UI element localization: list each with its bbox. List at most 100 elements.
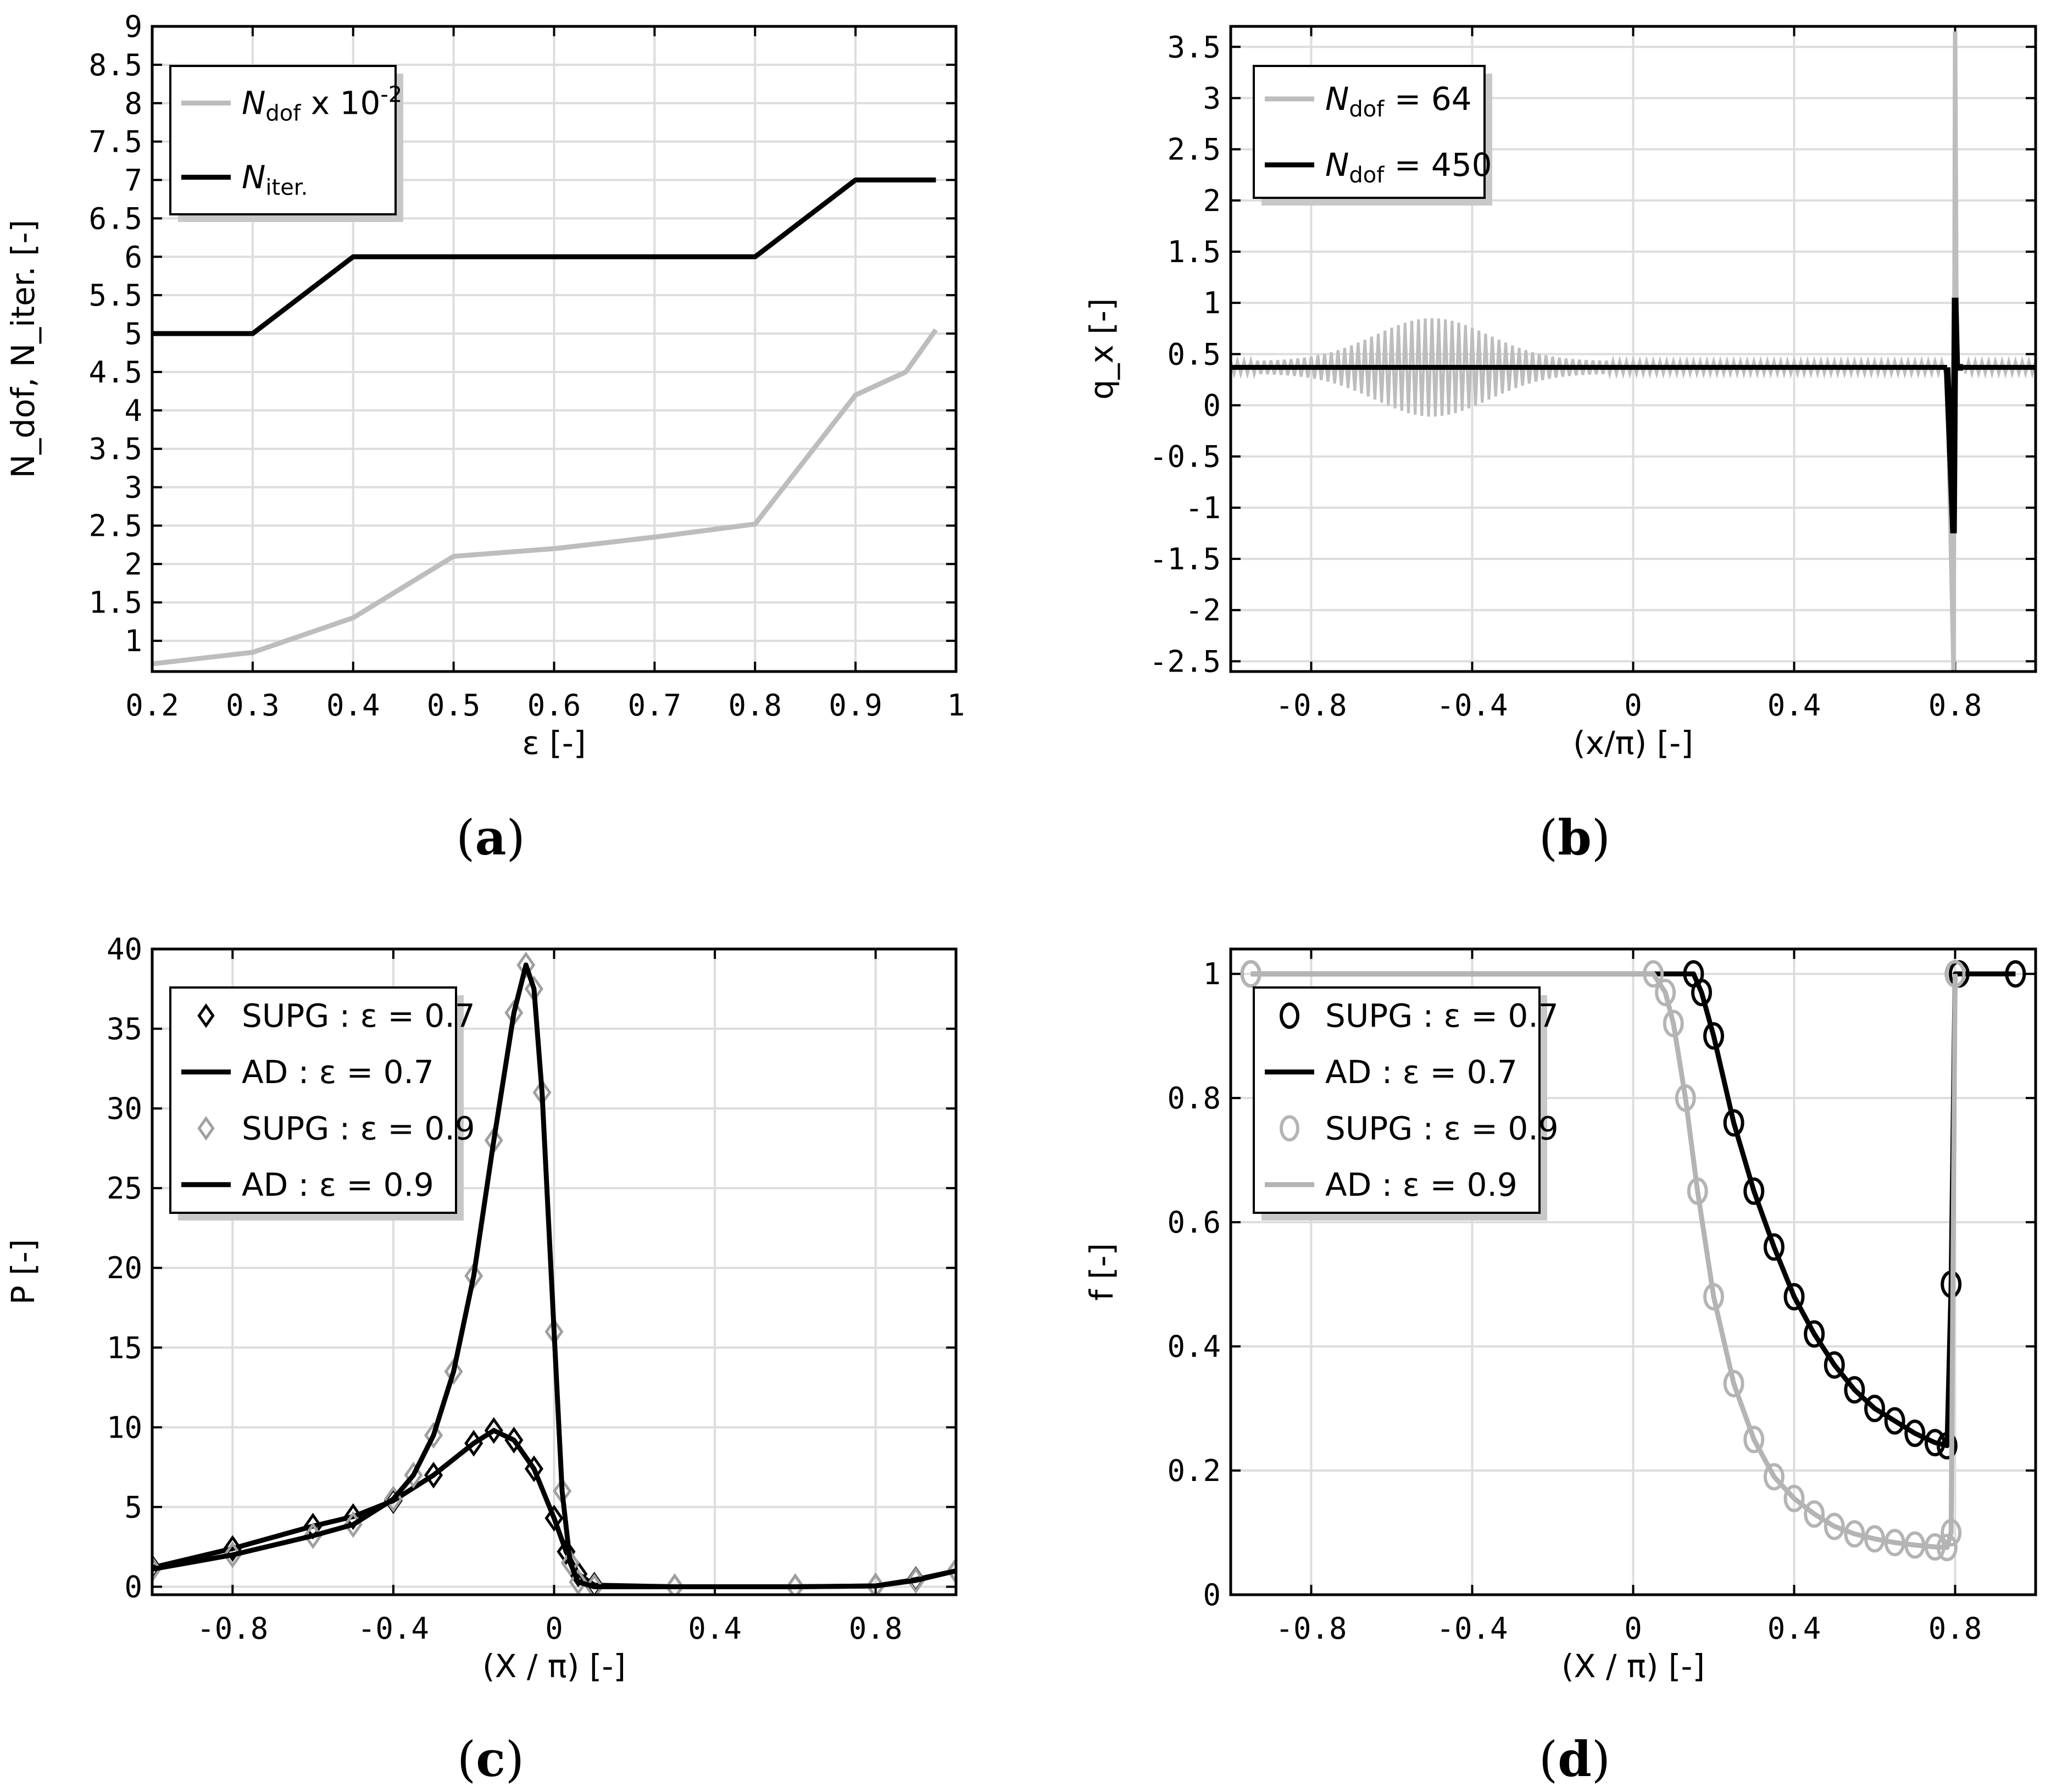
caption-paren: ) — [505, 1731, 524, 1788]
series-marker — [1703, 1022, 1724, 1050]
legend-box — [1253, 986, 1541, 1214]
plot-frame — [151, 25, 958, 673]
y-tick-label: 0 — [124, 1569, 142, 1604]
series-marker — [1783, 1484, 1805, 1512]
series-line — [152, 328, 938, 667]
y-tick-label: 3 — [1203, 81, 1221, 115]
x-axis-label: (X / π) [-] — [482, 1647, 626, 1685]
series-marker — [786, 1573, 805, 1595]
series-marker — [1824, 1512, 1845, 1540]
y-tick-label: 10 — [107, 1410, 142, 1445]
legend-label: AD : ε = 0.9 — [242, 1166, 434, 1203]
y-tick-label: 3.5 — [88, 432, 142, 467]
ticks: -0.8 -0.4 0 0.4 0.8 0 5 10 15 20 25 30 35 40 — [107, 932, 956, 1646]
y-tick-label: 1.5 — [1167, 235, 1221, 269]
x-tick-label: -0.8 — [1275, 1611, 1347, 1646]
x-tick-label: 0.4 — [1767, 688, 1821, 723]
plot-frame — [1229, 947, 2037, 1596]
x-tick-label: -0.8 — [1275, 688, 1347, 723]
series-marker — [1743, 1425, 1765, 1453]
y-tick-label: 30 — [107, 1091, 142, 1126]
panel-d: -0.8 -0.4 0 0.4 0.8 0 0.2 0.4 0.6 0.8 1 (X / π) [-]… — [1083, 947, 2037, 1788]
x-tick-label: 0.8 — [1928, 688, 1982, 723]
x-axis-label: ε [-] — [523, 724, 586, 762]
legend-label: AD : ε = 0.7 — [1325, 1053, 1518, 1091]
series-marker — [1723, 1109, 1744, 1137]
series-marker — [1904, 1419, 1926, 1447]
legend-marker — [1280, 1002, 1299, 1029]
y-tick-label: 0.4 — [1167, 1329, 1221, 1364]
legend-sub: dof — [265, 101, 301, 126]
y-tick-label: 1.5 — [88, 585, 142, 620]
legend-label: Niter. — [242, 159, 308, 201]
y-tick-label: 8 — [124, 86, 142, 121]
y-tick-label: 5 — [124, 317, 142, 351]
panel-caption: (d) — [1539, 1730, 1610, 1788]
legend-label: Ndof = 64 — [1325, 80, 1472, 122]
series-marker — [569, 1568, 588, 1595]
legend-main: N — [242, 159, 265, 196]
y-tick-label: 9 — [124, 9, 142, 44]
grid — [151, 25, 957, 672]
y-tick-label: 0.8 — [1167, 1081, 1221, 1116]
x-tick-label: -0.8 — [197, 1611, 268, 1646]
caption-paren: ( — [456, 809, 475, 866]
x-tick-label: 0.8 — [728, 688, 782, 723]
x-tick-label: 0.5 — [427, 688, 481, 723]
series-marker — [1763, 1463, 1785, 1491]
y-tick-label: 2 — [1203, 184, 1221, 218]
legend: Ndof x 10-2 Niter. — [169, 65, 403, 222]
series-marker — [1844, 1376, 1865, 1404]
series-marker — [560, 1549, 580, 1577]
panel-caption: (c) — [457, 1730, 524, 1788]
y-tick-label: 7 — [124, 163, 142, 198]
series-group — [152, 951, 956, 1595]
caption-paren: ( — [1539, 1731, 1558, 1788]
x-tick-label: 0.8 — [849, 1611, 903, 1646]
y-tick-label: 1 — [1203, 286, 1221, 320]
plot-frame — [1229, 25, 2037, 673]
legend-label: SUPG : ε = 0.7 — [1325, 997, 1559, 1034]
legend-label: SUPG : ε = 0.7 — [242, 997, 475, 1034]
x-tick-label: 0.9 — [829, 688, 882, 723]
caption-letter: b — [1558, 809, 1592, 866]
panel-c: -0.8 -0.4 0 0.4 0.8 0 5 10 15 20 25 30 35 40 (X / π) [… — [4, 932, 958, 1788]
series-marker — [665, 1573, 685, 1595]
y-axis-label: N_dof, N_iter. [-] — [4, 220, 42, 479]
y-tick-label: 5.5 — [88, 278, 142, 313]
y-tick-label: -1.5 — [1149, 542, 1221, 576]
ticks: -0.8 -0.4 0 0.4 0.8 0 0.2 0.4 0.6 0.8 1 — [1167, 949, 2036, 1646]
panel-a: 0.2 0.3 0.4 0.5 0.6 0.7 0.8 0.9 1 1 1.5 2 2.533.5 44.… — [4, 9, 965, 866]
series-line — [1250, 971, 1958, 1550]
legend-label: Ndof x 10-2 — [242, 82, 402, 126]
panel-caption: (b) — [1539, 809, 1610, 866]
series-marker — [1864, 1395, 1885, 1423]
caption-letter: c — [476, 1730, 505, 1788]
series-line — [152, 962, 956, 1589]
plot-frame — [151, 947, 958, 1596]
caption-paren: ) — [1592, 1731, 1610, 1788]
series-marker — [1723, 1369, 1744, 1397]
y-tick-label: 5 — [124, 1490, 142, 1524]
ticks: -0.8 -0.4 0 0.4 0.8 -2.5 -2 -1.5 -1 -0.5 0 0.5 1 1.5 2… — [1149, 26, 2036, 723]
y-tick-label: 0.2 — [1167, 1453, 1221, 1488]
series-marker — [444, 1358, 463, 1385]
series-group — [1240, 960, 2026, 1562]
x-tick-label: 0.4 — [326, 688, 380, 723]
legend-marker — [197, 1116, 215, 1141]
series-marker — [1804, 1500, 1825, 1528]
legend-sub: dof — [1349, 163, 1385, 188]
y-tick-label: -0.5 — [1149, 440, 1221, 474]
y-tick-label: 2.5 — [88, 508, 142, 543]
y-axis-label: f [-] — [1083, 1243, 1120, 1301]
y-tick-label: 1 — [124, 624, 142, 658]
y-tick-label: 1 — [1203, 957, 1221, 991]
y-tick-label: 6 — [124, 240, 142, 274]
y-tick-label: 8.5 — [88, 48, 142, 82]
series-marker — [484, 1417, 503, 1444]
y-tick-label: -2.5 — [1149, 644, 1221, 679]
series-spike — [1943, 297, 1964, 534]
legend-rest: = 450 — [1384, 146, 1492, 184]
